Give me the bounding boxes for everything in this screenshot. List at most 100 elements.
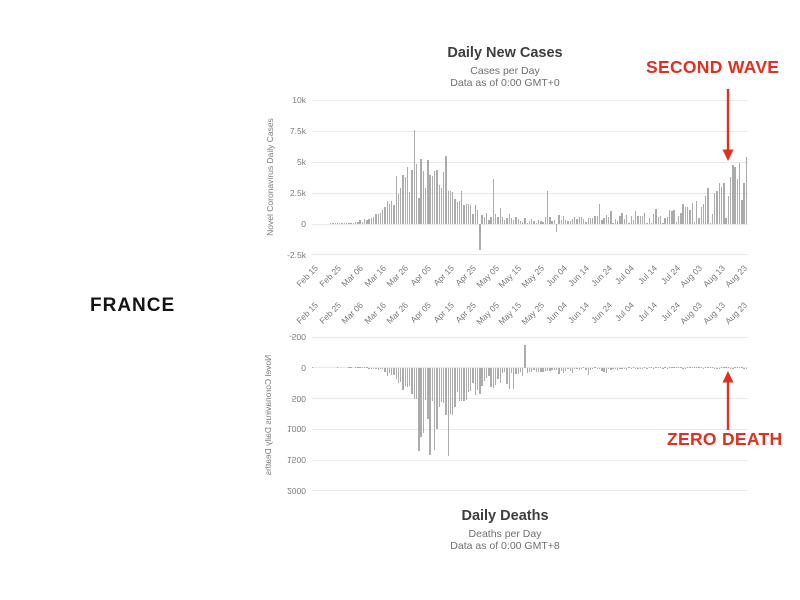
bar <box>427 159 429 224</box>
bar <box>391 201 393 224</box>
bar <box>546 367 549 371</box>
bar <box>621 367 623 369</box>
bar <box>549 216 551 224</box>
bar <box>684 367 687 369</box>
bar <box>727 367 730 369</box>
bar <box>485 367 488 379</box>
bar <box>553 219 556 224</box>
bar <box>447 191 449 224</box>
bar <box>666 216 669 224</box>
bar <box>675 222 678 224</box>
bar <box>707 367 709 369</box>
bar <box>343 223 345 224</box>
bar <box>463 367 465 402</box>
bar <box>515 367 517 375</box>
bar <box>517 367 519 374</box>
bar <box>445 367 447 415</box>
bar <box>384 206 386 224</box>
bar <box>504 220 506 224</box>
bar <box>420 367 422 437</box>
bar <box>546 191 549 224</box>
bar <box>637 215 639 224</box>
bar <box>743 367 745 369</box>
bar <box>574 367 576 370</box>
bar <box>542 367 544 372</box>
bar <box>470 205 472 224</box>
bar <box>341 223 343 224</box>
bar <box>671 210 673 224</box>
bar <box>596 216 598 224</box>
bar <box>626 215 628 224</box>
bar <box>673 209 675 224</box>
bar <box>330 223 332 224</box>
bar <box>499 367 501 383</box>
bar <box>709 223 711 224</box>
bar <box>533 367 535 370</box>
bar <box>456 202 458 224</box>
bar <box>476 210 479 224</box>
bar <box>447 367 449 457</box>
bar <box>601 367 603 372</box>
bar <box>696 367 698 369</box>
bar <box>560 367 562 371</box>
bar <box>598 204 601 224</box>
bar <box>472 367 474 383</box>
bar <box>524 217 526 224</box>
bar <box>431 367 434 402</box>
bar <box>578 217 580 224</box>
bar <box>553 367 556 370</box>
bar <box>668 367 671 369</box>
cases-x-axis-labels: Feb 15 Feb 25 Mar 06 Mar 16 Mar 26 Apr 05 Apr … <box>294 257 749 299</box>
bar <box>718 367 720 369</box>
bar <box>745 367 748 370</box>
bar <box>488 220 490 224</box>
bar <box>395 176 397 224</box>
bar <box>470 367 472 391</box>
bar <box>406 367 409 388</box>
deaths-chart-note: Data as of 0:00 GMT+8 <box>450 540 560 552</box>
bar <box>440 367 443 403</box>
bar <box>467 367 470 392</box>
bar <box>368 367 370 369</box>
bar <box>741 367 743 369</box>
bar <box>433 170 436 224</box>
bar <box>400 187 402 224</box>
bar <box>508 214 510 224</box>
bar <box>741 199 743 224</box>
bar <box>630 367 632 369</box>
bar <box>635 211 637 224</box>
bar <box>354 367 357 369</box>
bar <box>413 367 416 399</box>
gridline <box>312 398 748 400</box>
bar <box>418 367 420 452</box>
deaths-plot-area: 2000 1500 1000 500 0 -500 <box>287 332 748 496</box>
deaths-chart-header: Daily Deaths Deaths per Day Data as of 0… <box>260 508 750 552</box>
bar <box>720 186 723 224</box>
bar <box>587 217 589 224</box>
bar <box>519 220 522 224</box>
bar <box>402 367 404 391</box>
bar <box>659 367 662 369</box>
bar <box>443 367 445 404</box>
bar <box>743 183 745 224</box>
gridline <box>312 459 748 461</box>
bar <box>415 367 418 400</box>
bar <box>718 182 720 224</box>
bar <box>619 215 621 224</box>
bar <box>522 222 524 224</box>
bar <box>479 224 481 251</box>
bar <box>732 164 734 224</box>
bar <box>580 367 583 370</box>
bar <box>576 367 578 370</box>
bar <box>384 367 386 373</box>
bar <box>431 175 434 224</box>
bar <box>474 205 476 224</box>
bar <box>504 367 506 373</box>
bar <box>693 367 696 369</box>
bar <box>734 367 736 369</box>
bar <box>711 214 714 224</box>
bar <box>565 367 567 371</box>
bar <box>370 367 373 369</box>
bar <box>736 367 739 369</box>
bar <box>650 223 653 224</box>
